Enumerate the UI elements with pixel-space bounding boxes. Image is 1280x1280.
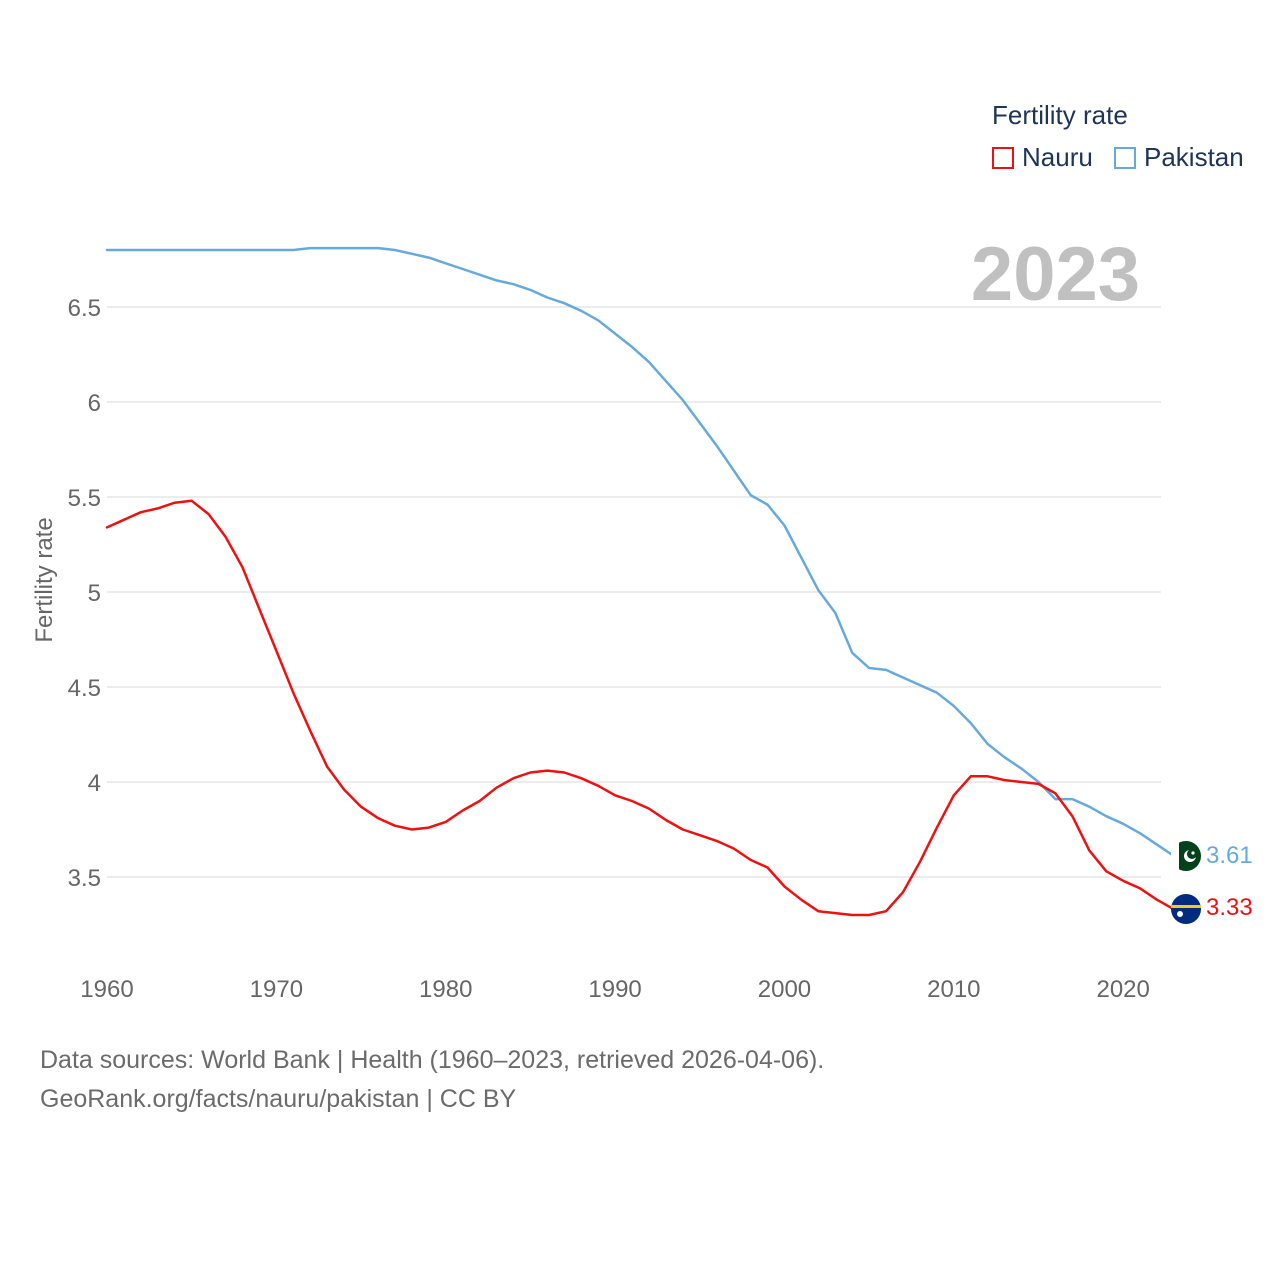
y-tick-label: 4.5 xyxy=(68,675,101,702)
y-tick-label: 5.5 xyxy=(68,485,101,512)
legend-label-pakistan: Pakistan xyxy=(1144,142,1244,172)
x-tick-label: 1980 xyxy=(419,976,472,1003)
y-axis-tick-labels: 3.5 4 4.5 5 5.5 6 6.5 xyxy=(68,295,101,892)
source-line-1: Data sources: World Bank | Health (1960–… xyxy=(40,1046,825,1074)
source-line-2[interactable]: GeoRank.org/facts/nauru/pakistan | CC BY xyxy=(40,1085,517,1113)
y-tick-label: 4 xyxy=(88,770,101,797)
pakistan-swatch xyxy=(1114,146,1136,169)
nauru-flag-icon xyxy=(1171,894,1201,924)
series-lines xyxy=(105,246,1176,917)
y-tick-label: 6 xyxy=(88,390,101,417)
legend-item-nauru[interactable]: Nauru xyxy=(992,142,1093,173)
nauru-end-value-label: 3.33 xyxy=(1206,894,1253,921)
nauru-end-marker: 3.33 xyxy=(1171,894,1253,924)
legend-item-pakistan[interactable]: Pakistan xyxy=(1114,142,1244,173)
legend-label-nauru: Nauru xyxy=(1022,142,1093,172)
pakistan-flag-icon xyxy=(1171,841,1201,871)
x-tick-label: 2000 xyxy=(758,976,811,1003)
x-tick-label: 1990 xyxy=(588,976,641,1003)
x-tick-label: 2010 xyxy=(927,976,980,1003)
y-tick-label: 3.5 xyxy=(68,865,101,892)
gridlines xyxy=(107,306,1161,878)
x-tick-label: 2020 xyxy=(1096,976,1149,1003)
nauru-swatch xyxy=(992,146,1014,169)
x-axis-tick-labels: 1960 1970 1980 1990 2000 2010 2020 xyxy=(80,976,1150,1003)
pakistan-end-marker: 3.61 xyxy=(1171,841,1253,871)
y-tick-label: 5 xyxy=(88,580,101,607)
y-axis-title: Fertility rate xyxy=(31,517,58,642)
x-tick-label: 1960 xyxy=(80,976,133,1003)
legend-title: Fertility rate xyxy=(992,100,1128,130)
pakistan-end-value-label: 3.61 xyxy=(1206,842,1253,869)
year-watermark: 2023 xyxy=(971,232,1140,317)
y-tick-label: 6.5 xyxy=(68,295,101,322)
series-line-nauru xyxy=(105,499,1176,917)
series-line-pakistan xyxy=(105,246,1176,858)
x-tick-label: 1970 xyxy=(250,976,303,1003)
